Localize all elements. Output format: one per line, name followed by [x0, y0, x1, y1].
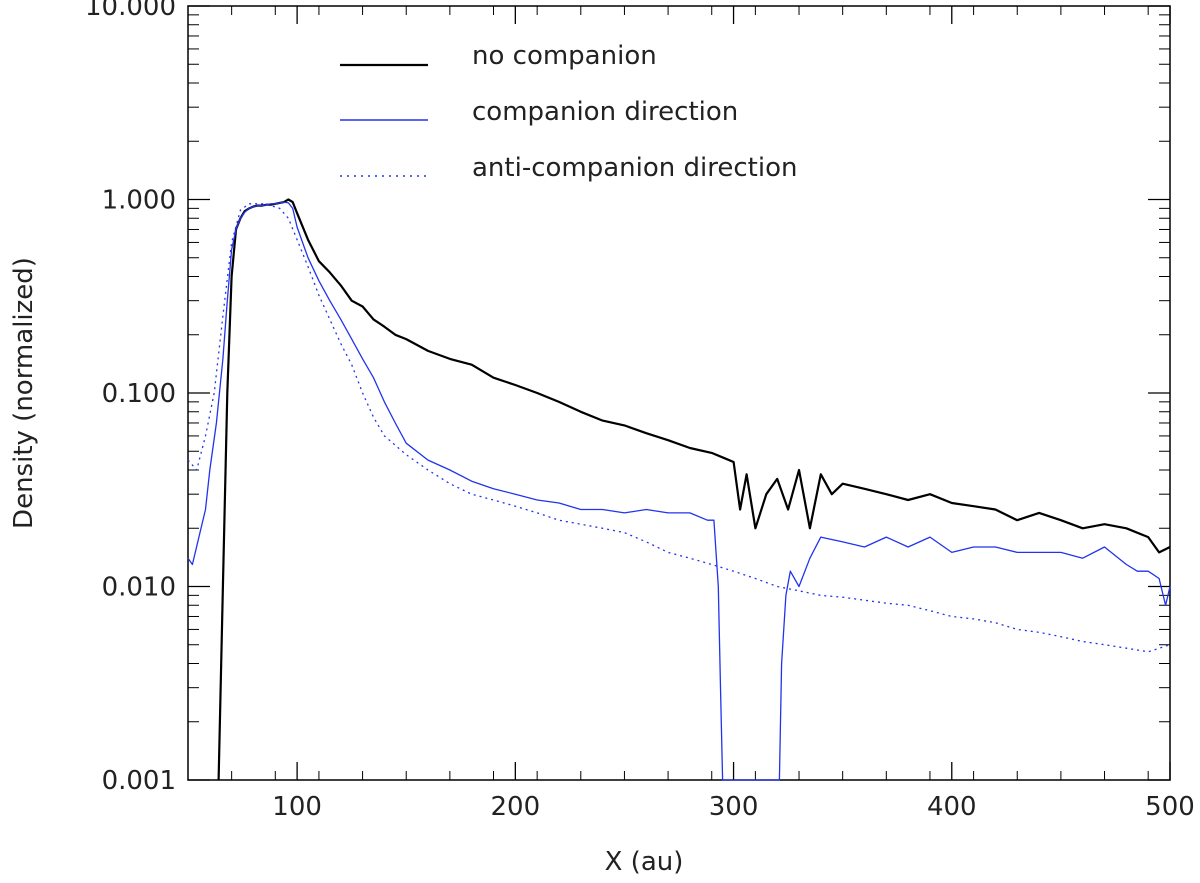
x-tick-label: 400 — [927, 792, 977, 822]
series-line-no-companion — [217, 198, 1171, 781]
legend-label-no-companion: no companion — [472, 41, 657, 71]
y-tick-label: 0.100 — [102, 379, 176, 409]
x-tick-label: 100 — [272, 792, 322, 822]
legend: no companion companion direction anti-co… — [340, 41, 797, 183]
series-layer — [187, 198, 1171, 781]
y-axis-title: Density (normalized) — [9, 257, 39, 529]
x-tick-label: 500 — [1145, 792, 1195, 822]
series-line-anti-companion-direction — [187, 203, 1171, 653]
legend-label-companion-direction: companion direction — [472, 97, 738, 127]
x-tick-label: 300 — [709, 792, 759, 822]
y-tick-label: 0.010 — [102, 573, 176, 603]
major-ticks — [188, 5, 1171, 781]
y-tick-label: 1.000 — [102, 186, 176, 216]
series-line-companion-direction — [187, 201, 1171, 781]
minor-ticks — [187, 6, 1170, 780]
y-tick-label: 10.000 — [85, 0, 176, 22]
x-axis-title: X (au) — [605, 847, 684, 877]
x-tick-label: 200 — [491, 792, 541, 822]
tick-labels: 100 200 300 400 500 0.001 0.010 0.100 1.000 10.00… — [85, 0, 1195, 822]
legend-label-anti-companion-direction: anti-companion direction — [472, 153, 797, 183]
y-tick-label: 0.001 — [102, 766, 176, 796]
